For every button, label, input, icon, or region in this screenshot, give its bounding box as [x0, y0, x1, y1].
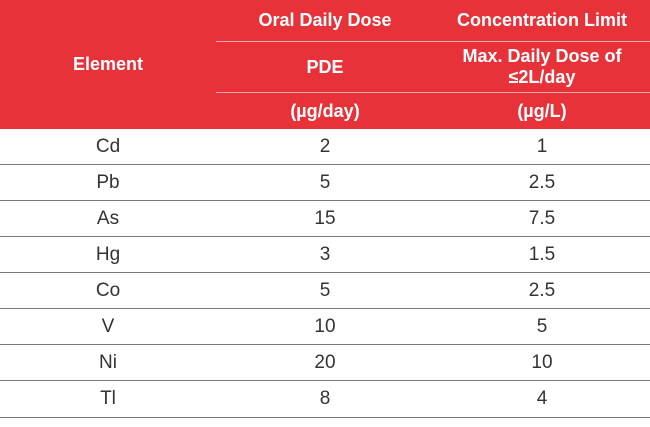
table-row: Tl 8 4	[0, 380, 650, 418]
concentration-limit-header: Concentration Limit	[434, 0, 650, 42]
concentration-unit-header: (µg/L)	[434, 92, 650, 129]
table-header: Element Oral Daily Dose Concentration Li…	[0, 0, 650, 129]
header-row-2: PDE Max. Daily Dose of ≤2L/day	[0, 41, 650, 93]
header-row-1: Element Oral Daily Dose Concentration Li…	[0, 0, 650, 129]
table-row: Ni 20 10	[0, 344, 650, 381]
element-cell: Co	[0, 272, 216, 309]
pde-cell: 5	[216, 164, 434, 201]
element-cell: Tl	[0, 380, 216, 418]
max-daily-dose-header: Max. Daily Dose of ≤2L/day	[434, 41, 650, 93]
pde-unit-header: (µg/day)	[216, 92, 434, 129]
limit-cell: 1.5	[434, 236, 650, 273]
element-cell: As	[0, 200, 216, 237]
pde-cell: 5	[216, 272, 434, 309]
pde-cell: 20	[216, 344, 434, 381]
limit-cell: 2.5	[434, 164, 650, 201]
header-row-3: (µg/day) (µg/L)	[0, 92, 650, 129]
table-row: Hg 3 1.5	[0, 236, 650, 273]
pde-cell: 15	[216, 200, 434, 237]
element-cell: Ni	[0, 344, 216, 381]
element-cell: V	[0, 308, 216, 345]
table-row: As 15 7.5	[0, 200, 650, 237]
pde-cell: 3	[216, 236, 434, 273]
element-cell: Pb	[0, 164, 216, 201]
limit-cell: 5	[434, 308, 650, 345]
limit-cell: 4	[434, 380, 650, 418]
element-cell: Hg	[0, 236, 216, 273]
pde-cell: 10	[216, 308, 434, 345]
limit-cell: 1	[434, 129, 650, 165]
limit-cell: 2.5	[434, 272, 650, 309]
element-cell: Cd	[0, 129, 216, 165]
max-daily-dose-line1: Max. Daily Dose of	[462, 46, 622, 66]
table-row: Cd 2 1	[0, 129, 650, 165]
max-daily-dose-line2: ≤2L/day	[508, 67, 576, 87]
element-limits-table: Element Oral Daily Dose Concentration Li…	[0, 0, 650, 418]
table-row: Pb 5 2.5	[0, 164, 650, 201]
limit-cell: 10	[434, 344, 650, 381]
oral-daily-dose-header: Oral Daily Dose	[216, 0, 434, 42]
pde-cell: 2	[216, 129, 434, 165]
limit-cell: 7.5	[434, 200, 650, 237]
table-row: V 10 5	[0, 308, 650, 345]
pde-header: PDE	[216, 41, 434, 93]
table-row: Co 5 2.5	[0, 272, 650, 309]
table-body: Cd 2 1 Pb 5 2.5 As 15 7.5 Hg 3 1.5 Co 5	[0, 129, 650, 418]
pde-cell: 8	[216, 380, 434, 418]
element-column-header: Element	[0, 0, 216, 129]
